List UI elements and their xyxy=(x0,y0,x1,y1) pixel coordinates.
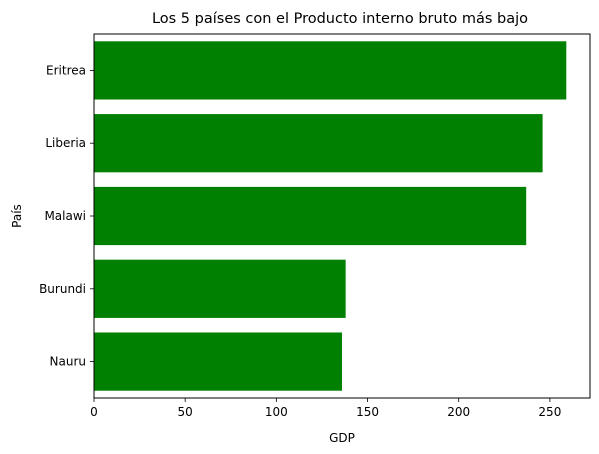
y-tick-label-burundi: Burundi xyxy=(39,282,86,296)
bars-group xyxy=(94,41,567,391)
x-tick-label-100: 100 xyxy=(265,405,288,419)
bar-liberia xyxy=(94,114,543,173)
x-tick-label-150: 150 xyxy=(356,405,379,419)
bar-eritrea xyxy=(94,41,567,100)
y-axis-title: País xyxy=(10,204,24,228)
x-tick-label-250: 250 xyxy=(538,405,561,419)
bar-burundi xyxy=(94,259,346,318)
x-tick-label-200: 200 xyxy=(447,405,470,419)
y-tick-label-malawi: Malawi xyxy=(44,209,86,223)
x-axis-title: GDP xyxy=(329,431,355,445)
y-tick-label-nauru: Nauru xyxy=(50,355,86,369)
chart-title: Los 5 países con el Producto interno bru… xyxy=(152,11,528,27)
y-axis-ticks: Nauru Burundi Malawi Liberia Eritrea xyxy=(39,63,94,369)
plot-frame xyxy=(93,33,591,399)
x-tick-label-0: 0 xyxy=(90,405,98,419)
y-tick-label-eritrea: Eritrea xyxy=(46,63,86,77)
x-tick-label-50: 50 xyxy=(178,405,193,419)
y-tick-label-liberia: Liberia xyxy=(45,136,86,150)
bar-malawi xyxy=(94,186,527,246)
x-axis-ticks: 0 50 100 150 200 250 xyxy=(90,398,561,419)
bar-nauru xyxy=(94,332,342,391)
